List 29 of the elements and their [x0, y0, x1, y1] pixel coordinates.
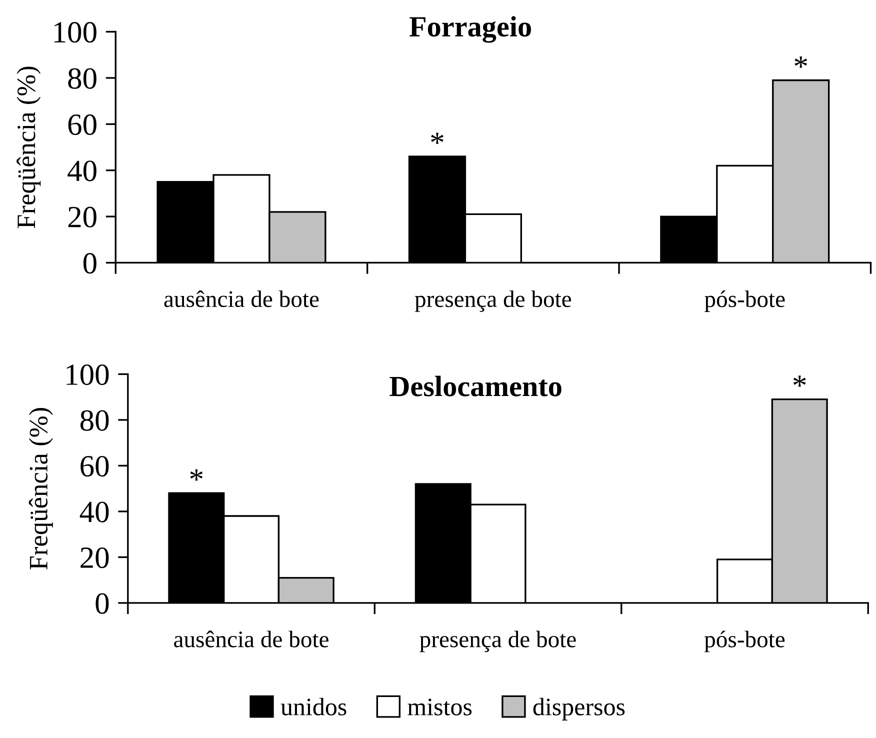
- y-tick-label: 60: [80, 456, 109, 477]
- legend-label: unidos: [280, 698, 346, 716]
- x-tick-label: ausência de bote: [174, 630, 328, 648]
- data-label: *: [431, 132, 444, 144]
- x-tick-label: pós-bote: [704, 290, 785, 312]
- y-axis-title: Freqüência (%): [28, 408, 53, 570]
- y-axis-title: Freqüência (%): [16, 66, 41, 228]
- y-tick-label: 80: [68, 68, 96, 89]
- y-tick-label: 20: [68, 206, 96, 228]
- chart-title: Deslocamento: [390, 376, 562, 396]
- x-tick-label: pós-bote: [704, 630, 785, 652]
- y-tick-label: 0: [83, 253, 96, 274]
- data-label: *: [793, 376, 806, 387]
- data-label: *: [794, 56, 808, 68]
- y-tick-label: 80: [80, 410, 109, 431]
- x-tick-label: presença de bote: [420, 630, 576, 652]
- y-tick-label: 40: [80, 502, 109, 522]
- y-tick-label: 20: [80, 547, 109, 568]
- legend-label: mistos: [408, 698, 472, 716]
- y-tick-label: 60: [68, 114, 96, 136]
- y-tick-label: 100: [54, 22, 96, 43]
- chart-title: Forrageio: [409, 16, 531, 43]
- x-tick-label: presença de bote: [414, 290, 572, 312]
- x-tick-label: ausência de bote: [164, 290, 319, 308]
- y-tick-label: 0: [96, 593, 109, 614]
- y-tick-label: 40: [68, 160, 96, 182]
- data-label: *: [190, 469, 203, 481]
- y-tick-label: 100: [66, 364, 109, 386]
- legend-label: dispersos: [533, 698, 625, 720]
